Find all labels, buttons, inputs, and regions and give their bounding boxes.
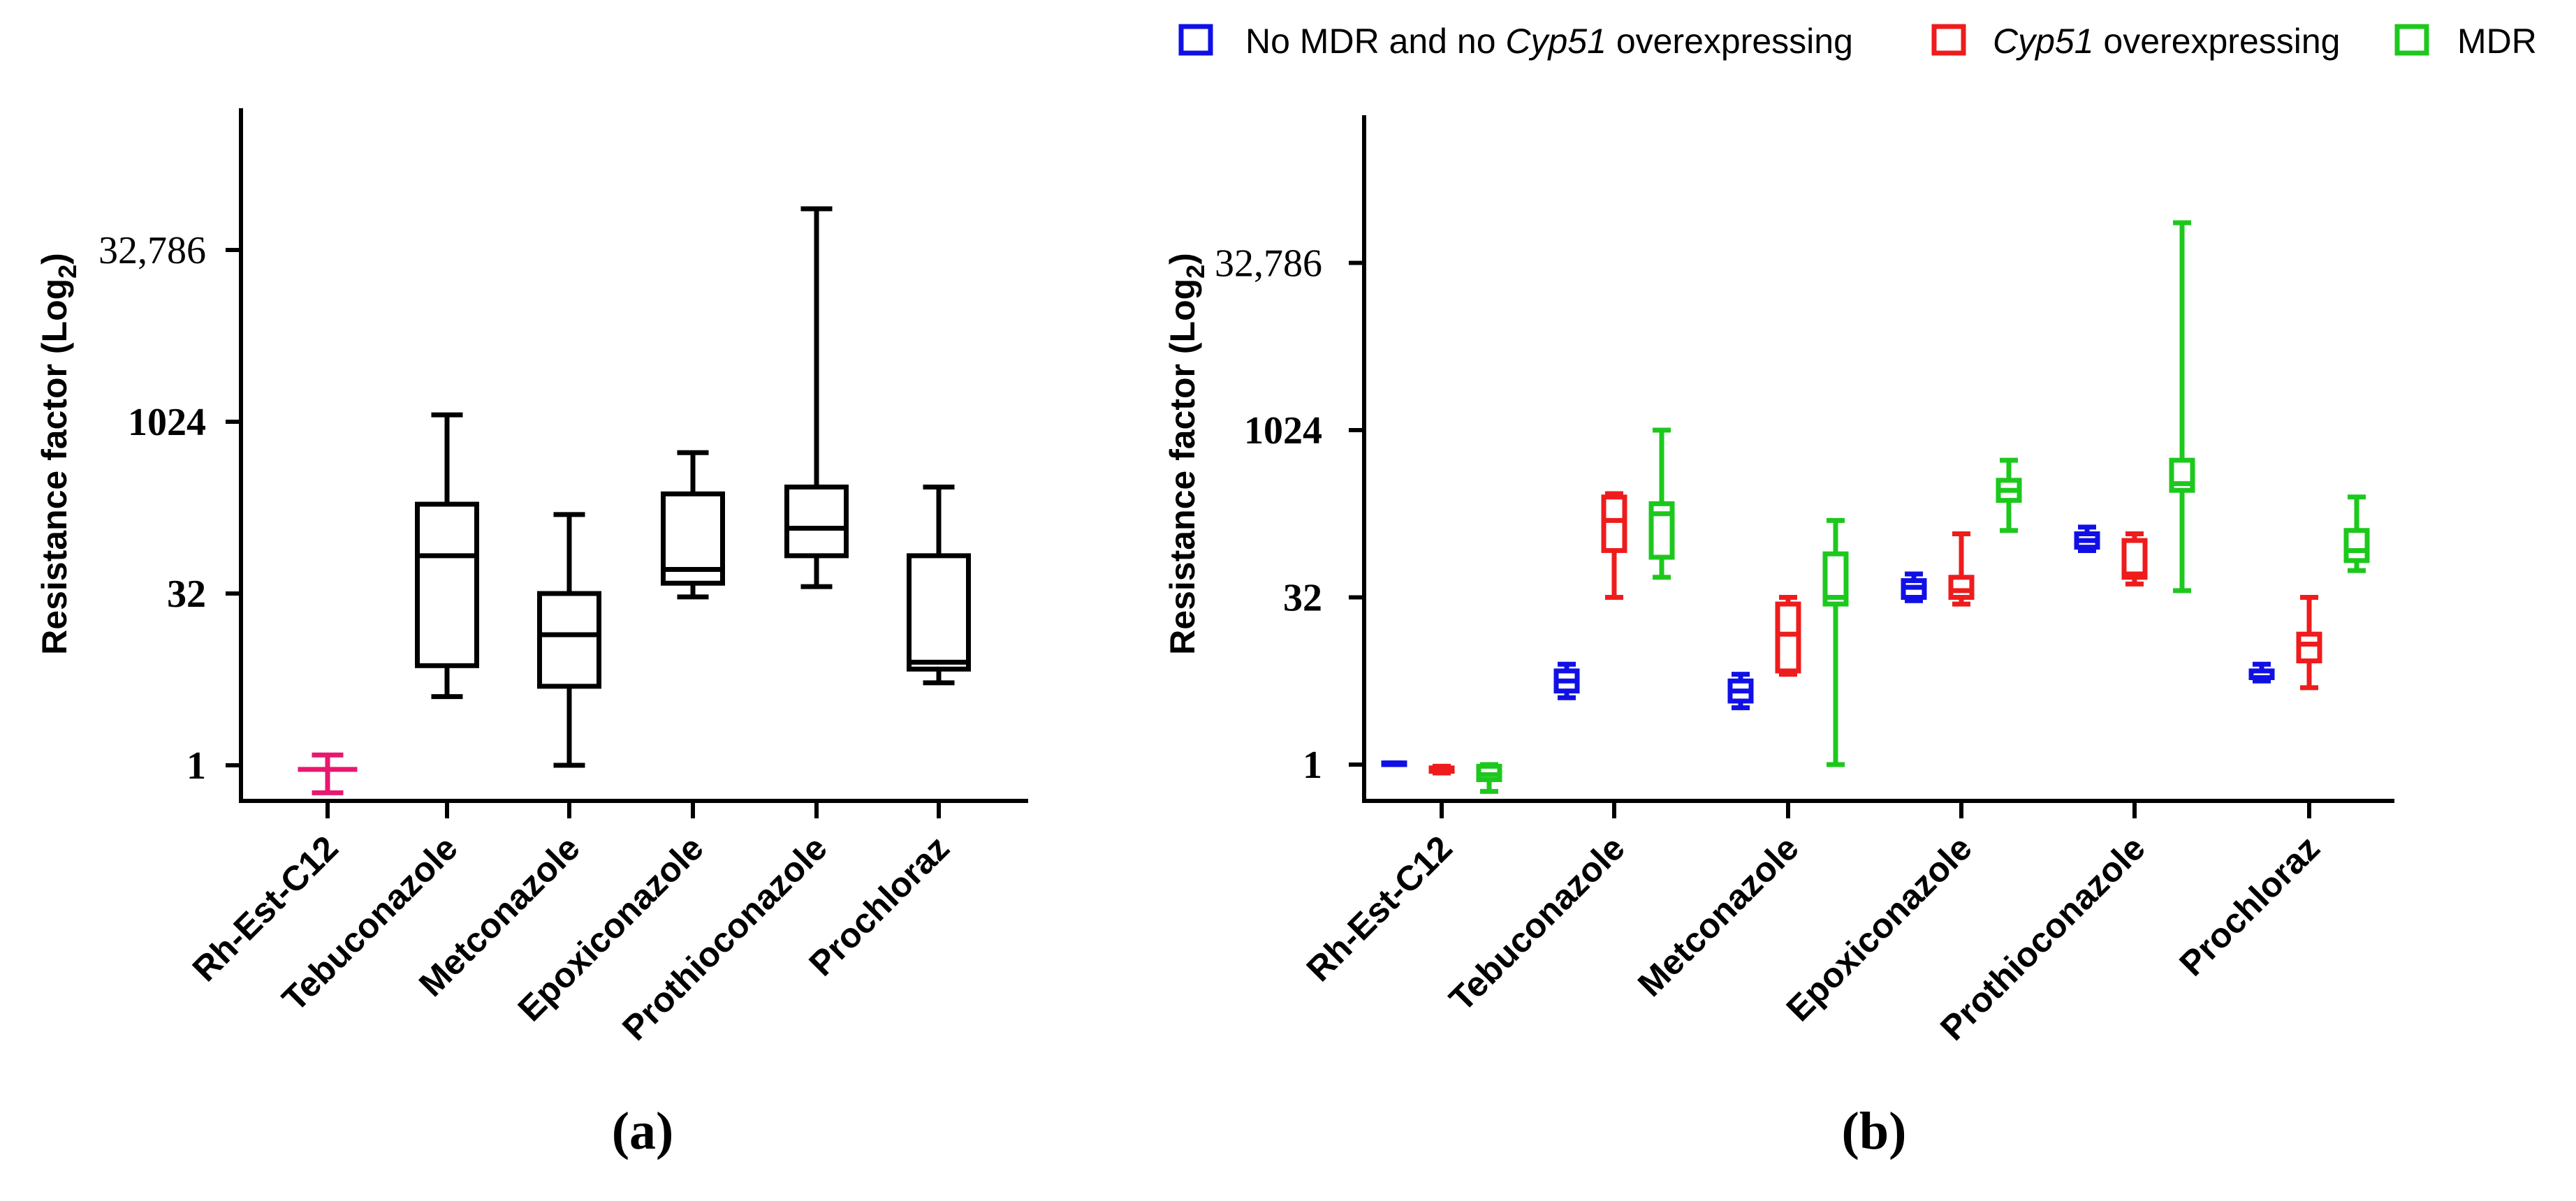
box-cyp51-overexpressing-rh-est-c12	[1428, 763, 1455, 776]
box-iqr	[907, 553, 971, 672]
box-rh-est-c12	[298, 752, 358, 795]
y-tick-label: 1024	[1244, 409, 1322, 452]
box-no-mdr-and-no-cyp51-overexpressing-prothioconazole	[2074, 524, 2100, 553]
box-mdr-prochloraz	[2343, 494, 2370, 573]
panel-b-label: (b)	[1842, 1102, 1907, 1161]
panel-b: No MDR and no Cyp51 overexpressing Cyp51…	[1163, 22, 2537, 1161]
box-mdr-epoxiconazole	[1996, 457, 2022, 533]
box-cyp51-overexpressing-tebuconazole	[1601, 491, 1627, 600]
y-tick-label: 32,786	[1215, 242, 1322, 286]
box-no-mdr-and-no-cyp51-overexpressing-metconazole	[1727, 672, 1754, 711]
box-cyp51-overexpressing-prochloraz	[2296, 595, 2322, 691]
y-tick-label: 1024	[128, 401, 206, 444]
box-tebuconazole	[415, 412, 479, 700]
box-iqr	[2343, 528, 2370, 563]
panel-b-category-labels: Rh-Est-C12TebuconazoleMetconazoleEpoxico…	[1299, 801, 2327, 1048]
panel-b-legend: No MDR and no Cyp51 overexpressing Cyp51…	[1178, 22, 2537, 61]
box-iqr	[1775, 601, 1801, 674]
box-prothioconazole	[784, 206, 849, 589]
panel-b-boxes	[1381, 220, 2370, 794]
panel-a-category-labels: Rh-Est-C12TebuconazoleMetconazoleEpoxico…	[185, 801, 957, 1048]
panel-b-y-label: Resistance factor (Log2)	[1163, 253, 1210, 655]
box-no-mdr-and-no-cyp51-overexpressing-epoxiconazole	[1901, 571, 1927, 603]
box-no-mdr-and-no-cyp51-overexpressing-tebuconazole	[1553, 661, 1580, 700]
box-mdr-tebuconazole	[1648, 427, 1675, 580]
box-no-mdr-and-no-cyp51-overexpressing-prochloraz	[2248, 661, 2275, 684]
panel-a-y-ticks: 32,786 1024 32 1	[98, 229, 241, 788]
x-tick-label-prothioconazole: Prothioconazole	[615, 828, 835, 1048]
box-mdr-prothioconazole	[2169, 220, 2195, 594]
box-iqr	[2121, 538, 2148, 580]
panel-a-y-label: Resistance factor (Log2)	[35, 253, 82, 655]
legend-swatch-no-mdr	[1178, 24, 1213, 56]
legend-swatch-cyp51	[1931, 24, 1966, 56]
box-no-mdr-and-no-cyp51-overexpressing-rh-est-c12	[1381, 760, 1407, 767]
box-prochloraz	[907, 484, 971, 686]
box-iqr	[415, 501, 479, 668]
panel-b-y-ticks: 32,786 1024 32 1	[1215, 242, 1364, 787]
box-cyp51-overexpressing-metconazole	[1775, 595, 1801, 677]
x-tick-label-tebuconazole: Tebuconazole	[1442, 828, 1632, 1019]
panel-a: 32,786 1024 32 1 Rh-Est-C12TebuconazoleMetc…	[35, 108, 1028, 1161]
y-tick-label: 32	[1283, 577, 1322, 620]
box-iqr	[1601, 494, 1627, 553]
legend-label-no-mdr: No MDR and no Cyp51 overexpressing	[1245, 22, 1853, 61]
y-tick-label: 32	[167, 573, 206, 616]
legend-swatch-mdr	[2394, 24, 2429, 56]
box-metconazole	[537, 512, 601, 768]
y-tick-label: 1	[1303, 744, 1322, 787]
legend-label-mdr: MDR	[2457, 22, 2537, 61]
box-iqr	[537, 591, 601, 689]
box-cyp51-overexpressing-epoxiconazole	[1948, 531, 1975, 607]
y-tick-label: 32,786	[98, 229, 206, 272]
x-tick-label-metconazole: Metconazole	[1630, 828, 1806, 1004]
box-cyp51-overexpressing-prothioconazole	[2121, 531, 2148, 587]
box-iqr	[784, 484, 849, 559]
x-tick-label-epoxiconazole: Epoxiconazole	[1779, 828, 1979, 1029]
x-tick-label-prochloraz: Prochloraz	[2172, 828, 2327, 983]
box-mdr-metconazole	[1822, 517, 1849, 767]
y-tick-label: 1	[186, 744, 206, 788]
box-mdr-rh-est-c12	[1476, 762, 1502, 794]
box-epoxiconazole	[661, 450, 725, 600]
box-iqr	[1948, 575, 1975, 600]
panel-a-boxes	[298, 206, 971, 795]
legend-label-cyp51: Cyp51 overexpressing	[1993, 22, 2341, 61]
box-iqr	[2296, 631, 2322, 664]
x-tick-label-rh-est-c12: Rh-Est-C12	[1299, 828, 1460, 989]
panel-a-label: (a)	[612, 1102, 674, 1161]
